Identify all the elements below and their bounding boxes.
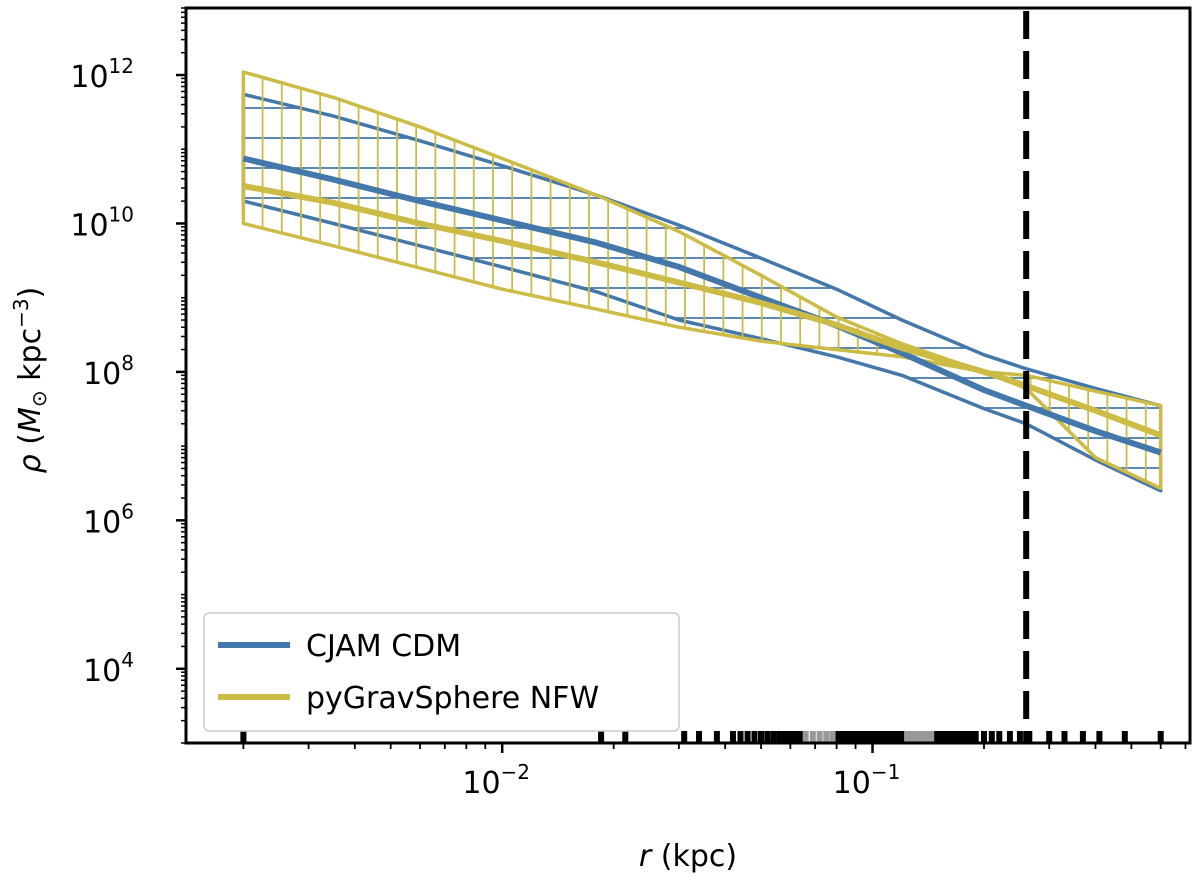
rug-tick (1061, 731, 1068, 743)
rug-tick (988, 731, 995, 743)
rug-tick (898, 731, 905, 743)
rug-tick (964, 731, 970, 743)
y-axis-mass: M (13, 407, 48, 433)
y-axis-unit: kpc (13, 328, 48, 381)
rug-tick (936, 731, 943, 743)
x-axis-var: r (639, 839, 653, 874)
legend-box (203, 612, 680, 732)
x-tick-label: 10−2 (462, 760, 530, 801)
rug-tick (833, 731, 840, 743)
rug-tick (737, 731, 744, 743)
rug-tick (1046, 731, 1053, 743)
rug-tick (972, 731, 979, 743)
rug-tick-gray (802, 731, 809, 743)
rug-tick (1096, 731, 1103, 743)
y-tick-label: 104 (83, 648, 134, 689)
rug-tick-gray (904, 731, 911, 743)
rug-tick (953, 731, 959, 743)
rug-tick-gray (928, 731, 935, 743)
rug-tick (1016, 731, 1023, 743)
median-line-cjam (242, 155, 1162, 456)
rug-tick (861, 731, 868, 743)
y-tick-label: 106 (83, 499, 134, 540)
rug-tick (797, 731, 804, 743)
rug-tick (959, 731, 966, 743)
rug-tick-gray (816, 731, 823, 743)
rug-tick (852, 731, 859, 743)
rug-tick (681, 731, 688, 743)
rug-tick (892, 731, 898, 743)
rug-tick-gray (909, 731, 916, 743)
rug-tick (1157, 731, 1164, 743)
rug-tick (837, 731, 844, 743)
rug-tick (751, 731, 758, 743)
rug-tick (866, 731, 873, 743)
rug-tick (932, 731, 939, 743)
rug-tick-gray (919, 731, 925, 743)
rug-tick (730, 731, 736, 743)
y-tick-label: 108 (83, 351, 134, 392)
rug-tick-gray (914, 731, 921, 743)
x-tick-label: 10−1 (833, 760, 901, 801)
legend-label-pygravsphere: pyGravSphere NFW (306, 681, 599, 716)
rug-tick (758, 731, 764, 743)
rug-tick (622, 731, 629, 743)
rug-tick (598, 731, 605, 743)
y-axis-ticks: 1012 1010 108 106 104 (70, 7, 186, 744)
rug-tick (872, 731, 879, 743)
rug-tick (940, 731, 946, 743)
rug-tick (877, 731, 884, 743)
rug-tick (968, 731, 975, 743)
rug-tick (744, 731, 751, 743)
rug-tick (696, 731, 702, 743)
rug-tick (1006, 731, 1013, 743)
rug-tick-gray (823, 731, 830, 743)
rug-tick (240, 731, 247, 743)
rug-tick (764, 731, 771, 743)
band-outline-pygravsphere (241, 70, 1163, 491)
rug-tick (1079, 731, 1086, 743)
rug-tick (1121, 731, 1128, 743)
x-axis-ticks: 10−2 10−1 (242, 743, 1187, 801)
rug-tick (770, 731, 777, 743)
rug-tick (1026, 731, 1033, 743)
y-axis-sun: ⊙ (27, 390, 51, 407)
rug-tick (713, 731, 720, 743)
y-tick-label: 1010 (70, 202, 134, 243)
rug-tick (856, 731, 863, 743)
rug-tick (943, 731, 950, 743)
rug-tick (843, 731, 850, 743)
rug-tick (792, 731, 799, 743)
y-axis-exp: −3 (9, 298, 33, 327)
rug-tick-gray (829, 731, 836, 743)
y-axis-var: ρ (13, 454, 48, 473)
rug-tick-gray (923, 731, 930, 743)
legend: CJAM CDM pyGravSphere NFW (203, 612, 680, 732)
y-axis-label: ρ (M⊙ kpc−3) (9, 287, 51, 474)
rug-tick (996, 731, 1003, 743)
x-axis-label: r (kpc) (639, 839, 737, 874)
rug-tick-gray (809, 731, 816, 743)
rug-tick (869, 731, 876, 743)
y-tick-label: 1012 (70, 54, 134, 95)
rug-tick (781, 731, 788, 743)
band-outline-cjam (241, 92, 1163, 493)
legend-label-cjam: CJAM CDM (306, 629, 461, 664)
rug-tick (849, 731, 855, 743)
rug-tick (981, 731, 987, 743)
rug-tick (787, 731, 794, 743)
median-line-pygravsphere (242, 183, 1162, 439)
rug-tick (776, 731, 783, 743)
x-axis-unit: (kpc) (661, 839, 737, 874)
rug-tick (887, 731, 894, 743)
data-rug (240, 731, 1164, 743)
